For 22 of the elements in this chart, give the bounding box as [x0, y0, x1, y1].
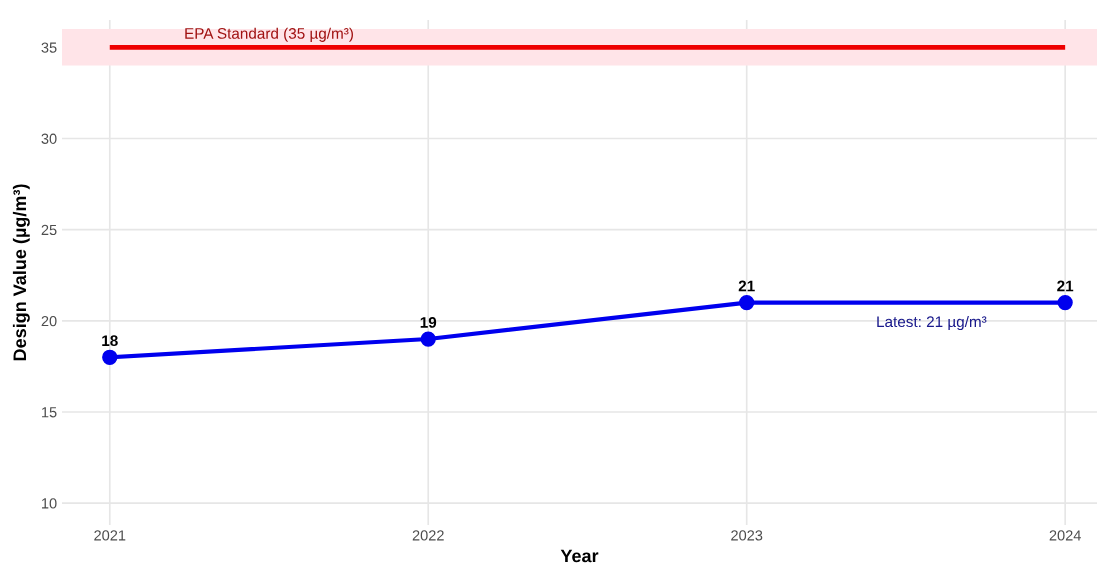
y-tick-label: 35 — [41, 42, 57, 53]
x-axis-title: Year — [560, 549, 599, 563]
y-axis-title: Design Value (µg/m³) — [12, 184, 30, 361]
y-tick-label: 25 — [41, 224, 57, 236]
data-label: 18 — [102, 335, 118, 347]
x-tick-label: 2024 — [1049, 530, 1081, 541]
point — [420, 331, 436, 347]
x-tick-label: 2021 — [94, 530, 126, 541]
data-label: 21 — [1057, 280, 1074, 292]
x-tick-label: 2023 — [731, 530, 763, 541]
point — [1057, 294, 1073, 311]
y-tick-label: 15 — [42, 407, 57, 418]
y-tick-label: 20 — [41, 315, 57, 327]
data-label: 21 — [738, 280, 755, 292]
y-tick-label: 30 — [41, 133, 57, 144]
ref-line-label: EPA Standard (35 µg/m³) — [185, 27, 353, 42]
data-label: 19 — [420, 317, 437, 328]
point — [102, 349, 118, 365]
point — [739, 294, 755, 311]
x-tick-label: 2022 — [412, 530, 444, 541]
y-tick-label: 10 — [42, 498, 57, 509]
annotation: Latest: 21 µg/m³ — [877, 315, 987, 331]
